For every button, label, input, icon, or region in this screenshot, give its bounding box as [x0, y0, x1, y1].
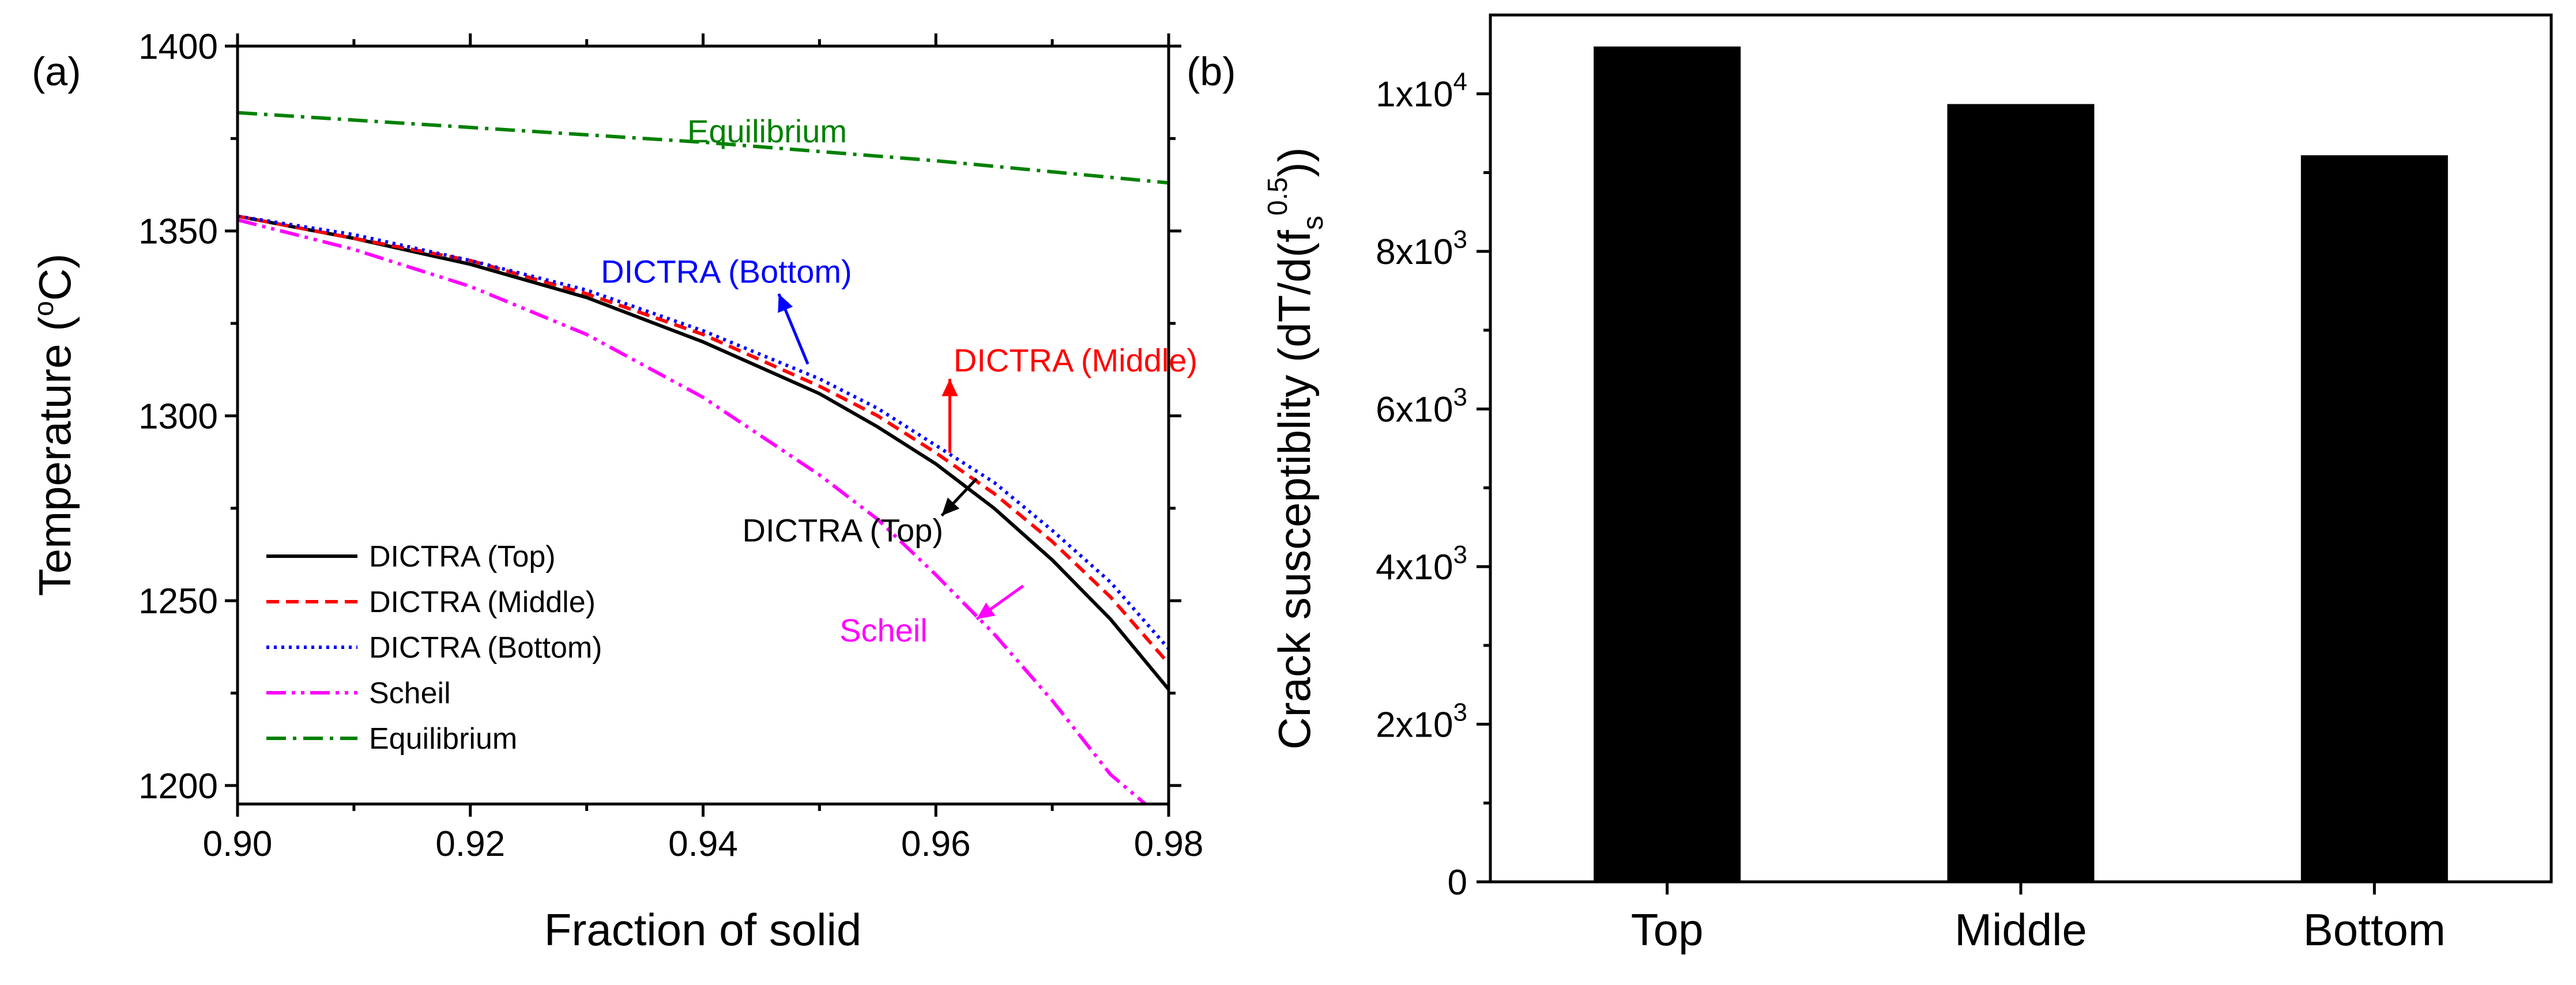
y-axis-title-a: Temperature (oC)	[29, 254, 80, 597]
annotation-arrow-head	[941, 497, 960, 516]
y-tick-label-a: 1400	[138, 27, 218, 67]
x-tick-label-a: 0.90	[203, 824, 273, 864]
x-tick-label-top: Top	[1631, 904, 1704, 955]
panel-label-a: (a)	[32, 49, 81, 94]
annotation-dictra-middle: DICTRA (Middle)	[954, 342, 1197, 378]
legend-label-dictra-middle: DICTRA (Middle)	[369, 586, 596, 619]
bar-bottom	[2300, 155, 2448, 882]
y-tick-label-b: 0	[1448, 863, 1467, 903]
x-tick-label-a: 0.98	[1134, 824, 1204, 864]
series-line-dictra-bottom	[238, 214, 1169, 650]
y-tick-label-b: 4x103	[1376, 541, 1467, 587]
x-tick-label-a: 0.94	[668, 824, 738, 864]
annotation-arrow-head	[941, 379, 958, 397]
annotation-dictra-top: DICTRA (Top)	[743, 512, 944, 549]
y-tick-label-b: 2x103	[1376, 699, 1467, 745]
annotation-arrow-head	[778, 293, 793, 313]
series-line-equilibrium	[238, 111, 1169, 185]
annotation-scheil: Scheil	[839, 612, 928, 648]
series-line-scheil	[238, 218, 1147, 804]
annotation-arrow-head	[976, 602, 996, 620]
y-tick-label-a: 1300	[138, 397, 218, 436]
y-tick-label-b: 6x103	[1376, 383, 1467, 430]
annotation-dictra-bottom: DICTRA (Bottom)	[601, 254, 852, 290]
line-chart-temperature: 0.90 0.92 0.94 0.96 0.98 1200 1250 1300 1350 1400…	[29, 27, 1203, 955]
y-axis-title-b: Crack susceptiblity (dT/d(fs0.5))	[1263, 147, 1329, 749]
x-tick-label-a: 0.96	[901, 824, 971, 864]
x-tick-label-a: 0.92	[435, 824, 505, 864]
series-line-dictra-top	[238, 214, 1169, 691]
y-tick-label-a: 1250	[138, 582, 218, 621]
bar-chart-crack-susceptibility: Top Middle Bottom 0 2x103 4x103 6x103 8x103 1x10…	[1263, 13, 2553, 955]
legend: DICTRA (Top) DICTRA (Middle) DICTRA (Botto…	[266, 540, 602, 756]
y-tick-label-a: 1350	[138, 212, 218, 252]
legend-label-dictra-bottom: DICTRA (Bottom)	[369, 631, 602, 665]
x-axis-title-a: Fraction of solid	[544, 904, 862, 955]
panel-label-b: (b)	[1187, 49, 1236, 94]
y-tick-label-a: 1200	[138, 767, 218, 806]
x-tick-label-bottom: Bottom	[2303, 904, 2446, 955]
y-tick-label-b: 8x103	[1376, 225, 1467, 272]
bar-middle	[1947, 104, 2095, 882]
y-tick-label-b: 1x104	[1376, 68, 1467, 115]
bar-top	[1594, 46, 1741, 882]
legend-label-equilibrium: Equilibrium	[369, 722, 517, 756]
annotation-equilibrium: Equilibrium	[687, 113, 847, 149]
x-tick-label-middle: Middle	[1954, 904, 2087, 955]
legend-label-scheil: Scheil	[369, 677, 451, 710]
legend-label-dictra-top: DICTRA (Top)	[369, 540, 556, 573]
